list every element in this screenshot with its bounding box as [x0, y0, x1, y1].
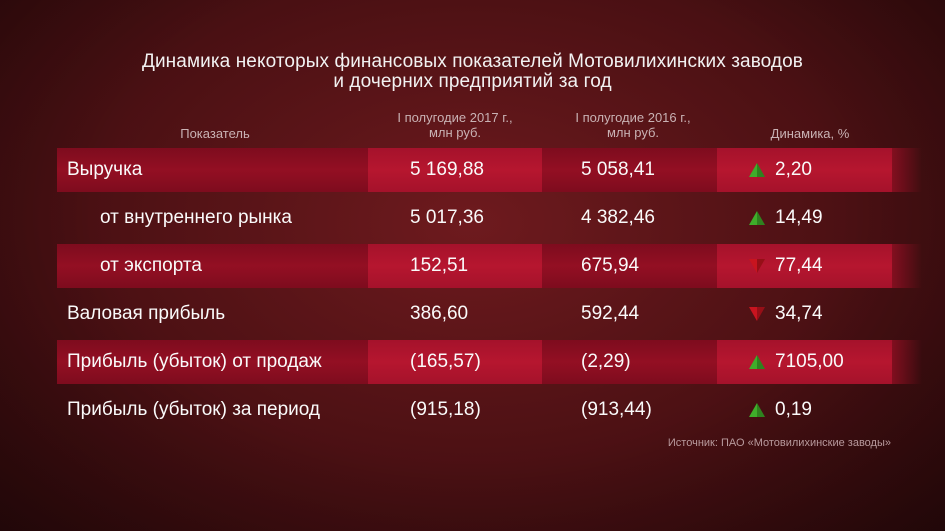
- value-2017: 386,60: [410, 303, 469, 324]
- title-line-1: Динамика некоторых финансовых показателе…: [142, 51, 803, 72]
- title-line-2: и дочерних предприятий за год: [333, 71, 612, 92]
- value-2017: 5 017,36: [410, 207, 484, 228]
- header-2017: I полугодие 2017 г., млн руб.: [370, 110, 540, 140]
- table-row: Валовая прибыль 386,60 592,44 34,74: [57, 292, 892, 336]
- row-label: от экспорта: [100, 255, 202, 276]
- triangle-down-icon: [749, 259, 765, 273]
- highlight-cell: [717, 148, 892, 192]
- highlight-cell: [717, 340, 892, 384]
- value-2016: 4 382,46: [581, 207, 655, 228]
- header-2017-line-2: млн руб.: [428, 125, 482, 140]
- triangle-up-icon: [749, 211, 765, 225]
- dynamics-value: 2,20: [775, 159, 812, 180]
- triangle-up-icon: [749, 163, 765, 177]
- row-label: Прибыль (убыток) за период: [67, 399, 321, 420]
- value-2016: 5 058,41: [581, 159, 655, 180]
- dynamics-value: 7105,00: [775, 351, 844, 372]
- triangle-down-icon: [749, 307, 765, 321]
- value-2016: (2,29): [581, 351, 631, 372]
- table-row: от внутреннего рынка 5 017,36 4 382,46 14,4…: [57, 196, 892, 240]
- table-row: Прибыль (убыток) за период (915,18) (913,4…: [57, 388, 892, 432]
- dynamics-value: 34,74: [775, 303, 823, 324]
- highlight-cell: [368, 340, 542, 384]
- header-2016: I полугодие 2016 г., млн руб.: [548, 110, 718, 140]
- triangle-up-icon: [749, 403, 765, 417]
- value-2016: 675,94: [581, 255, 640, 276]
- value-2017: 5 169,88: [410, 159, 484, 180]
- header-indicator: Показатель: [180, 126, 250, 141]
- table-row: от экспорта 152,51 675,94 77,44: [57, 244, 922, 288]
- value-2017: (165,57): [410, 351, 481, 372]
- triangle-up-icon: [749, 355, 765, 369]
- row-label: Валовая прибыль: [67, 303, 226, 324]
- row-label: Прибыль (убыток) от продаж: [67, 351, 322, 372]
- highlight-cell: [717, 244, 892, 288]
- row-label: от внутреннего рынка: [100, 207, 292, 228]
- table-row: Прибыль (убыток) от продаж (165,57) (2,29)…: [57, 340, 922, 384]
- table-title: Динамика некоторых финансовых показателе…: [0, 52, 945, 92]
- dynamics-value: 0,19: [775, 399, 812, 420]
- table-row: Выручка 5 169,88 5 058,41 2,20: [57, 148, 922, 192]
- value-2017: (915,18): [410, 399, 481, 420]
- source-note: Источник: ПАО «Мотовилихинские заводы»: [667, 437, 891, 449]
- header-2016-line-1: I полугодие 2016 г.,: [575, 110, 691, 125]
- header-2017-line-1: I полугодие 2017 г.,: [397, 110, 513, 125]
- dynamics-value: 77,44: [775, 255, 823, 276]
- value-2016: (913,44): [581, 399, 652, 420]
- value-2017: 152,51: [410, 255, 469, 276]
- value-2016: 592,44: [581, 303, 640, 324]
- header-dynamics: Динамика, %: [770, 126, 850, 141]
- highlight-cell: [368, 148, 542, 192]
- row-label: Выручка: [67, 159, 143, 180]
- highlight-cell: [368, 244, 542, 288]
- header-2016-line-2: млн руб.: [606, 125, 660, 140]
- dynamics-value: 14,49: [775, 207, 823, 228]
